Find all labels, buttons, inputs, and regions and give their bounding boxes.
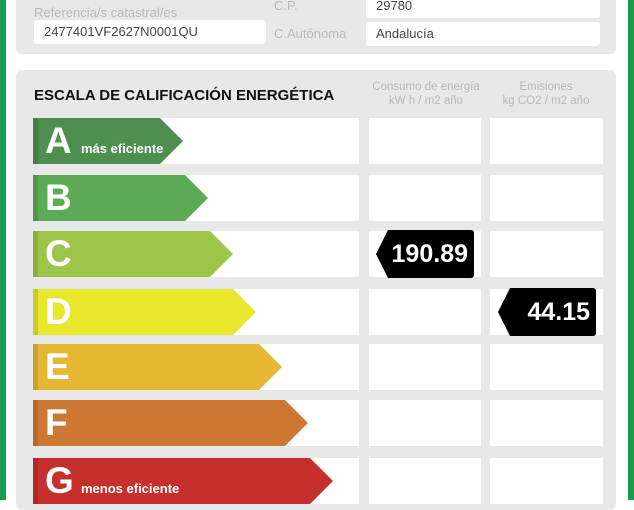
consumo-title: Consumo de energía (372, 81, 480, 93)
scale-title: ESCALA DE CALIFICACIÓN ENERGÉTICA (34, 87, 335, 104)
property-info-panel: Referencia/s catastral/es 2477401VF2627N… (16, 0, 616, 54)
emisiones-cell (490, 118, 603, 164)
right-border (628, 0, 634, 500)
consumo-cell (369, 344, 481, 390)
emisiones-cell: 44.15 (490, 288, 603, 336)
rating-row-c: C (33, 231, 359, 277)
rating-row-e: E (33, 344, 359, 390)
rating-row-d: D (33, 289, 359, 335)
consumo-value-badge: 190.89 (376, 230, 474, 278)
rating-row-f: F (33, 400, 359, 446)
consumo-cell: 190.89 (369, 230, 481, 278)
emisiones-cell (490, 400, 603, 446)
consumo-header: Consumo de energía kW h / m2 año (370, 80, 482, 108)
rating-subtitle: más eficiente (81, 141, 164, 156)
rating-letter: B (45, 177, 72, 218)
emisiones-cell (490, 344, 603, 390)
emisiones-header: Emisiones kg CO2 / m2 año (490, 80, 602, 108)
emisiones-unit: kg CO2 / m2 año (502, 95, 590, 107)
rating-arrow: F (33, 400, 308, 446)
ref-field: 2477401VF2627N0001QU (34, 20, 266, 44)
rating-arrow: C (33, 231, 233, 277)
consumo-cell (369, 118, 481, 164)
ca-label: C.Autónoma (274, 26, 347, 41)
consumo-cell (369, 289, 481, 335)
ref-label: Referencia/s catastral/es (34, 5, 178, 20)
rating-subtitle: menos eficiente (81, 481, 180, 496)
consumo-unit: kW h / m2 año (388, 95, 464, 107)
energy-scale-panel: ESCALA DE CALIFICACIÓN ENERGÉTICA Consum… (16, 70, 616, 510)
rating-letter: A (45, 120, 72, 161)
rating-letter: D (45, 291, 72, 332)
emisiones-value-badge: 44.15 (498, 288, 596, 336)
emisiones-cell (490, 175, 603, 221)
consumo-cell (369, 175, 481, 221)
rating-arrow: B (33, 175, 208, 221)
ca-field: Andalucía (366, 22, 600, 46)
cp-label: C.P. (274, 0, 298, 13)
rating-letter: G (45, 460, 74, 501)
rating-arrow: E (33, 344, 282, 390)
consumo-cell (369, 458, 481, 504)
rating-letter: C (45, 233, 72, 274)
rating-letter: E (45, 346, 70, 387)
emisiones-cell (490, 458, 603, 504)
rating-arrow: D (33, 289, 256, 335)
left-border (0, 0, 6, 500)
cp-field: 29780 (366, 0, 600, 18)
emisiones-title: Emisiones (519, 81, 573, 93)
emisiones-cell (490, 231, 603, 277)
rating-letter: F (45, 402, 68, 443)
rating-row-b: B (33, 175, 359, 221)
consumo-cell (369, 400, 481, 446)
